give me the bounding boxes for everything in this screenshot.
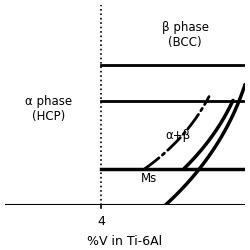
Text: Ms: Ms <box>141 172 157 184</box>
Text: 4: 4 <box>97 215 105 228</box>
Text: α phase
(HCP): α phase (HCP) <box>25 95 72 123</box>
Text: %V in Ti-6Al: %V in Ti-6Al <box>88 235 162 248</box>
Text: β phase
(BCC): β phase (BCC) <box>162 21 208 49</box>
Text: α+β: α+β <box>165 128 190 141</box>
